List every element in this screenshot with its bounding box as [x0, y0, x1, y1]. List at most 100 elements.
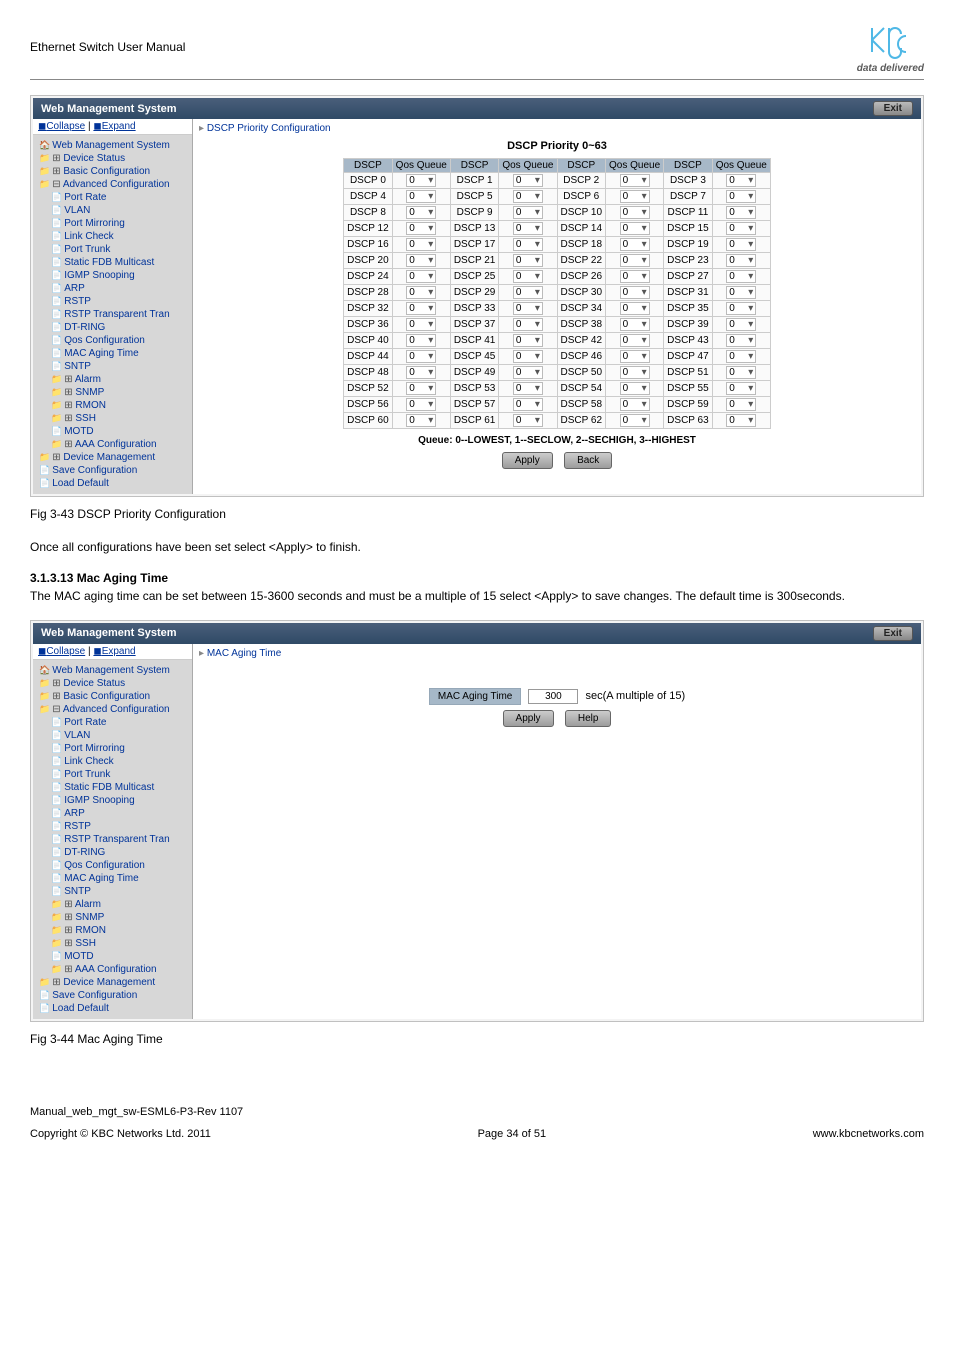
qos-queue-select[interactable]: 0 [726, 238, 756, 251]
tree-item[interactable]: RSTP Transparent Tran [37, 308, 190, 321]
tree-item[interactable]: Device Management [37, 451, 190, 464]
qos-queue-select[interactable]: 0 [513, 382, 543, 395]
tree-item[interactable]: ARP [37, 282, 190, 295]
qos-queue-select[interactable]: 0 [726, 398, 756, 411]
qos-queue-select[interactable]: 0 [513, 190, 543, 203]
qos-queue-select[interactable]: 0 [513, 254, 543, 267]
tree-item[interactable]: VLAN [37, 204, 190, 217]
tree-item[interactable]: Port Mirroring [37, 217, 190, 230]
qos-queue-select[interactable]: 0 [620, 190, 650, 203]
tree-item[interactable]: Port Trunk [37, 243, 190, 256]
apply-button[interactable]: Apply [502, 452, 553, 469]
tree-item[interactable]: Static FDB Multicast [37, 256, 190, 269]
tree-item[interactable]: Qos Configuration [37, 334, 190, 347]
tree-item[interactable]: SSH [37, 412, 190, 425]
tree-item[interactable]: Load Default [37, 1002, 190, 1015]
tree-root[interactable]: Web Management System [37, 664, 190, 677]
qos-queue-select[interactable]: 0 [406, 222, 436, 235]
qos-queue-select[interactable]: 0 [513, 238, 543, 251]
apply-button[interactable]: Apply [503, 710, 554, 727]
qos-queue-select[interactable]: 0 [513, 174, 543, 187]
expand-link[interactable]: ◼Expand [93, 646, 135, 657]
tree-item[interactable]: RMON [37, 399, 190, 412]
qos-queue-select[interactable]: 0 [726, 350, 756, 363]
qos-queue-select[interactable]: 0 [406, 366, 436, 379]
qos-queue-select[interactable]: 0 [513, 318, 543, 331]
tree-item[interactable]: RMON [37, 924, 190, 937]
qos-queue-select[interactable]: 0 [406, 286, 436, 299]
tree-item[interactable]: Basic Configuration [37, 690, 190, 703]
exit-button[interactable]: Exit [873, 626, 913, 641]
qos-queue-select[interactable]: 0 [620, 382, 650, 395]
tree-item[interactable]: Alarm [37, 373, 190, 386]
qos-queue-select[interactable]: 0 [513, 334, 543, 347]
help-button[interactable]: Help [565, 710, 612, 727]
tree-item[interactable]: IGMP Snooping [37, 269, 190, 282]
qos-queue-select[interactable]: 0 [726, 254, 756, 267]
qos-queue-select[interactable]: 0 [620, 254, 650, 267]
qos-queue-select[interactable]: 0 [620, 398, 650, 411]
tree-item[interactable]: AAA Configuration [37, 438, 190, 451]
tree-item[interactable]: Port Rate [37, 191, 190, 204]
tree-item[interactable]: RSTP Transparent Tran [37, 833, 190, 846]
tree-item[interactable]: MAC Aging Time [37, 347, 190, 360]
qos-queue-select[interactable]: 0 [726, 334, 756, 347]
qos-queue-select[interactable]: 0 [513, 414, 543, 427]
tree-item[interactable]: Link Check [37, 755, 190, 768]
qos-queue-select[interactable]: 0 [513, 350, 543, 363]
tree-item[interactable]: SSH [37, 937, 190, 950]
tree-item[interactable]: Save Configuration [37, 989, 190, 1002]
tree-item[interactable]: AAA Configuration [37, 963, 190, 976]
tree-item[interactable]: Port Rate [37, 716, 190, 729]
qos-queue-select[interactable]: 0 [513, 302, 543, 315]
qos-queue-select[interactable]: 0 [620, 318, 650, 331]
tree-item[interactable]: RSTP [37, 295, 190, 308]
qos-queue-select[interactable]: 0 [620, 366, 650, 379]
qos-queue-select[interactable]: 0 [406, 414, 436, 427]
qos-queue-select[interactable]: 0 [513, 286, 543, 299]
tree-item[interactable]: MOTD [37, 950, 190, 963]
qos-queue-select[interactable]: 0 [726, 414, 756, 427]
qos-queue-select[interactable]: 0 [406, 350, 436, 363]
tree-item[interactable]: Alarm [37, 898, 190, 911]
qos-queue-select[interactable]: 0 [620, 270, 650, 283]
qos-queue-select[interactable]: 0 [406, 206, 436, 219]
qos-queue-select[interactable]: 0 [620, 238, 650, 251]
qos-queue-select[interactable]: 0 [406, 382, 436, 395]
tree-item[interactable]: SNTP [37, 885, 190, 898]
tree-item[interactable]: Link Check [37, 230, 190, 243]
qos-queue-select[interactable]: 0 [726, 190, 756, 203]
tree-item[interactable]: SNMP [37, 386, 190, 399]
tree-item[interactable]: Device Status [37, 152, 190, 165]
tree-item[interactable]: Port Trunk [37, 768, 190, 781]
collapse-link[interactable]: ◼Collapse [38, 121, 85, 132]
tree-item[interactable]: Save Configuration [37, 464, 190, 477]
mac-aging-input[interactable]: 300 [528, 689, 578, 704]
qos-queue-select[interactable]: 0 [620, 350, 650, 363]
tree-item[interactable]: IGMP Snooping [37, 794, 190, 807]
tree-item[interactable]: Qos Configuration [37, 859, 190, 872]
qos-queue-select[interactable]: 0 [620, 334, 650, 347]
tree-item[interactable]: Advanced Configuration [37, 703, 190, 716]
expand-link[interactable]: ◼Expand [93, 121, 135, 132]
qos-queue-select[interactable]: 0 [726, 382, 756, 395]
qos-queue-select[interactable]: 0 [620, 286, 650, 299]
tree-item[interactable]: Advanced Configuration [37, 178, 190, 191]
tree-root[interactable]: Web Management System [37, 139, 190, 152]
tree-item[interactable]: Static FDB Multicast [37, 781, 190, 794]
exit-button[interactable]: Exit [873, 101, 913, 116]
qos-queue-select[interactable]: 0 [726, 302, 756, 315]
qos-queue-select[interactable]: 0 [513, 398, 543, 411]
qos-queue-select[interactable]: 0 [726, 318, 756, 331]
qos-queue-select[interactable]: 0 [406, 174, 436, 187]
tree-item[interactable]: MOTD [37, 425, 190, 438]
tree-item[interactable]: Device Management [37, 976, 190, 989]
tree-item[interactable]: VLAN [37, 729, 190, 742]
qos-queue-select[interactable]: 0 [513, 270, 543, 283]
tree-item[interactable]: Basic Configuration [37, 165, 190, 178]
back-button[interactable]: Back [564, 452, 612, 469]
qos-queue-select[interactable]: 0 [620, 222, 650, 235]
qos-queue-select[interactable]: 0 [513, 366, 543, 379]
tree-item[interactable]: Load Default [37, 477, 190, 490]
qos-queue-select[interactable]: 0 [406, 254, 436, 267]
